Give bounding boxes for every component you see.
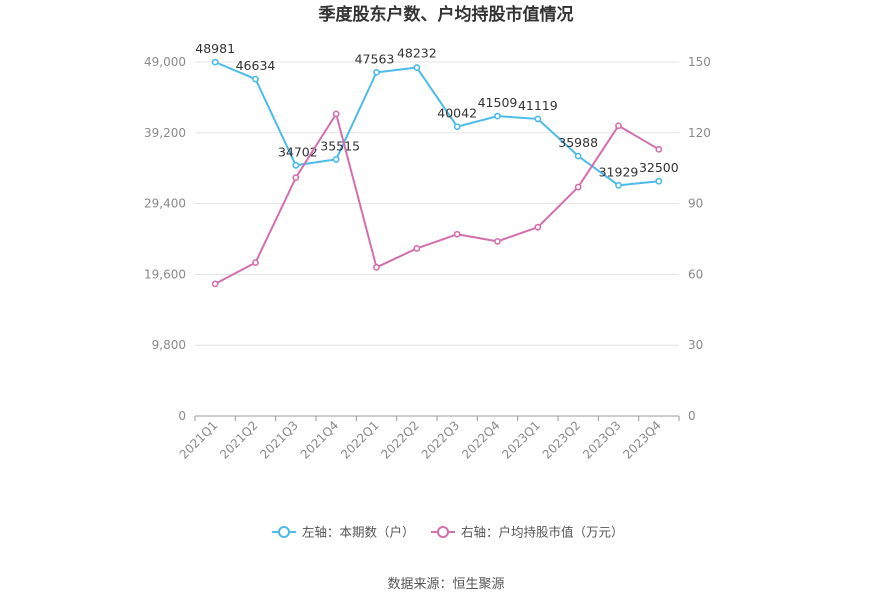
series-line-1 [214, 61, 659, 187]
data-point[interactable] [494, 237, 501, 245]
data-point[interactable] [211, 280, 219, 288]
x-tick-label: 2022Q1 [338, 418, 382, 462]
data-label: 41119 [518, 98, 558, 113]
data-label: 41509 [478, 95, 518, 110]
legend-marker [278, 526, 290, 538]
data-label: 48232 [397, 46, 437, 61]
data-label: 48981 [195, 41, 235, 56]
right-tick-label: 120 [688, 126, 711, 140]
data-point[interactable] [574, 152, 582, 160]
data-point[interactable] [655, 177, 663, 185]
x-axis: 2021Q12021Q22021Q32021Q42022Q12022Q22022… [177, 415, 680, 462]
right-tick-label: 90 [688, 197, 703, 211]
data-point[interactable] [453, 230, 461, 238]
data-point[interactable] [534, 223, 542, 231]
right-axis: 0 30 60 90 120 150 [688, 55, 711, 423]
x-tick-label: 2021Q4 [298, 418, 342, 462]
x-tick-label: 2022Q4 [459, 418, 503, 462]
right-tick-label: 0 [688, 409, 696, 423]
left-tick-label: 49,000 [144, 55, 186, 69]
x-tick-label: 2021Q2 [217, 418, 261, 462]
x-tick-label: 2023Q2 [540, 418, 584, 462]
data-point[interactable] [332, 110, 340, 118]
data-label: 40042 [437, 106, 477, 121]
data-label: 34702 [278, 144, 318, 159]
data-label: 35988 [558, 135, 598, 150]
x-tick-label: 2023Q4 [620, 418, 664, 462]
data-point[interactable] [373, 263, 380, 271]
data-point[interactable] [373, 68, 380, 76]
series-line-2 [214, 112, 660, 285]
data-point[interactable] [655, 145, 663, 153]
legend-marker [437, 526, 449, 538]
right-tick-label: 60 [688, 267, 703, 281]
data-point[interactable] [413, 245, 421, 252]
left-tick-label: 9,800 [152, 338, 186, 352]
data-point[interactable] [494, 112, 501, 120]
legend[interactable]: 左轴：本期数（户） 右轴：户均持股市值（万元） [272, 525, 624, 540]
grid [195, 61, 679, 346]
legend-label[interactable]: 左轴：本期数（户） [302, 525, 415, 540]
data-label: 46634 [236, 58, 276, 73]
data-point[interactable] [453, 123, 461, 131]
left-tick-label: 29,400 [144, 197, 186, 211]
data-point[interactable] [292, 161, 300, 169]
right-tick-label: 30 [688, 338, 703, 352]
x-tick-label: 2022Q2 [378, 418, 422, 462]
data-point[interactable] [292, 174, 300, 182]
legend-label[interactable]: 右轴：户均持股市值（万元） [461, 525, 624, 540]
x-tick-label: 2022Q3 [419, 418, 463, 462]
left-tick-label: 19,600 [144, 267, 186, 281]
data-point[interactable] [252, 75, 259, 83]
data-point[interactable] [534, 115, 542, 123]
source-text: 数据来源：恒生聚源 [387, 577, 504, 592]
x-tick-label: 2023Q3 [580, 418, 624, 462]
data-point[interactable] [413, 64, 421, 71]
left-tick-label: 39,200 [144, 126, 186, 140]
data-label: 31929 [599, 164, 639, 179]
left-axis: 0 9,800 19,600 29,400 39,200 49,000 [144, 55, 186, 423]
data-point[interactable] [211, 58, 219, 66]
data-label: 35515 [320, 138, 360, 153]
x-tick-label: 2021Q3 [257, 418, 301, 462]
data-point[interactable] [615, 181, 622, 189]
data-point[interactable] [332, 156, 340, 163]
left-tick-label: 0 [178, 409, 186, 423]
right-tick-label: 150 [688, 55, 711, 69]
data-label: 32500 [639, 160, 679, 175]
chart-title: 季度股东户数、户均持股市值情况 [319, 4, 574, 25]
data-label: 47563 [355, 51, 395, 66]
x-tick-label: 2021Q1 [177, 418, 221, 462]
x-tick-label: 2023Q1 [499, 418, 543, 462]
data-point[interactable] [252, 259, 259, 266]
data-point[interactable] [574, 183, 582, 191]
data-point[interactable] [615, 122, 622, 130]
